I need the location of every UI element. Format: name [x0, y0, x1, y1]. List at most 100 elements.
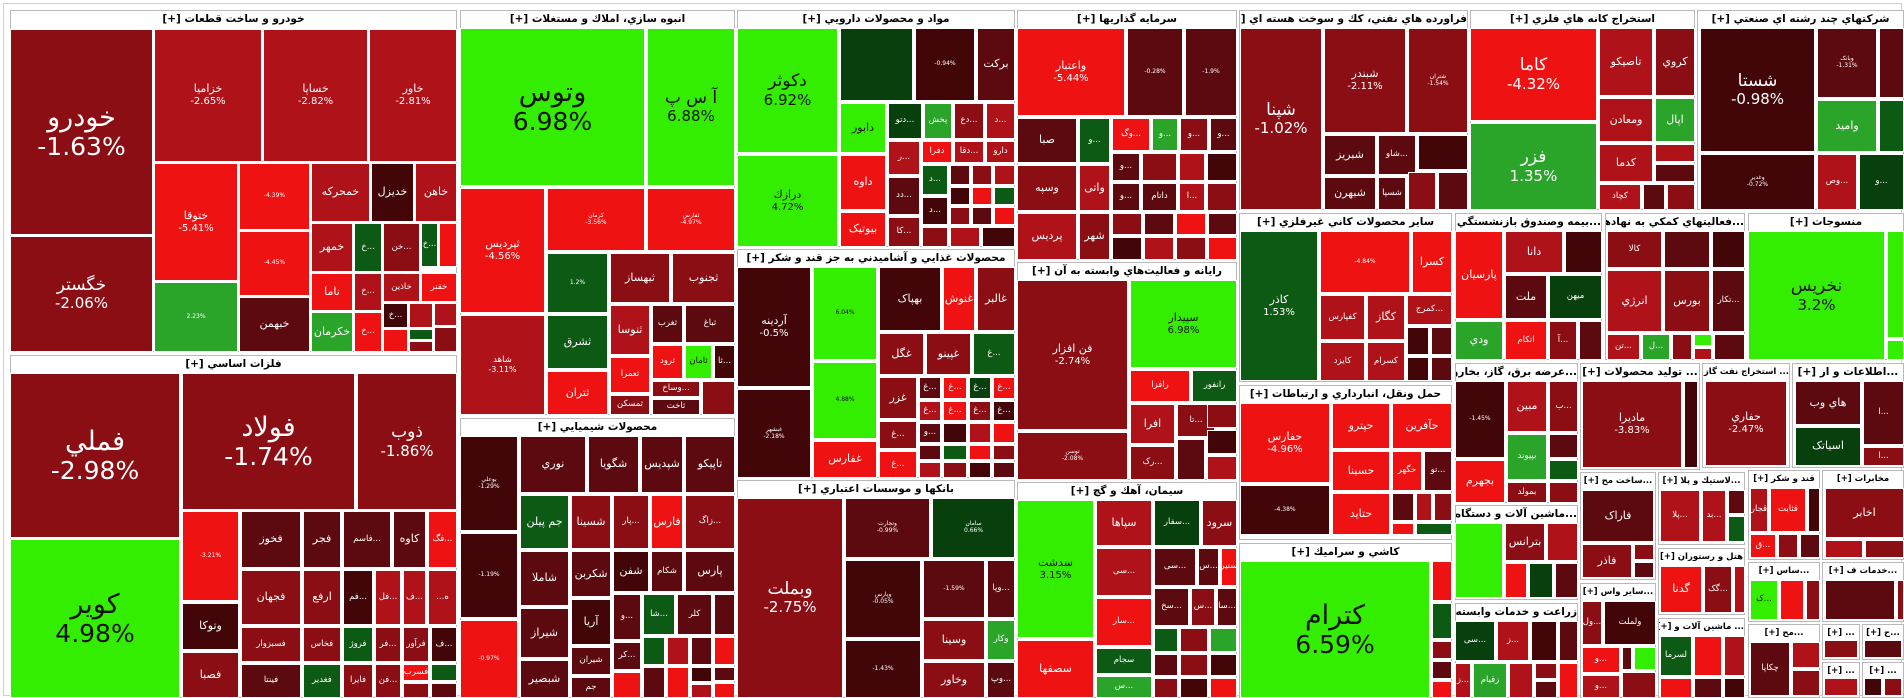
tile-cell[interactable] — [1180, 628, 1208, 652]
tile-کاذر[interactable]: کاذر 1.53% — [1240, 231, 1318, 381]
tile-cell[interactable] — [919, 462, 941, 478]
sector-header-hotel[interactable]: هتل و رستوران [+] — [1659, 549, 1744, 566]
tile-cell[interactable] — [969, 423, 991, 443]
tile-...خ[interactable]: ...خ — [383, 303, 408, 328]
sector-header-pharma[interactable]: مواد و محصولات دارويي [+] — [738, 11, 1014, 28]
tile-cell[interactable] — [409, 329, 433, 340]
tile-cell[interactable] — [969, 462, 991, 478]
tile-...فن[interactable]: ...فن — [375, 664, 401, 698]
tile-حگهر[interactable]: حگهر — [1392, 451, 1422, 491]
tile-cell[interactable] — [1897, 580, 1904, 620]
tile-فن افزار[interactable]: فن افزار -2.74% — [1017, 280, 1128, 430]
tile-ه...[interactable]: ه... — [428, 570, 457, 625]
tile-...شاو[interactable]: ...شاو — [1378, 135, 1416, 175]
tile-کدما[interactable]: کدما — [1599, 144, 1653, 182]
tile-cell[interactable] — [1694, 348, 1712, 360]
tile-cell[interactable] — [1879, 100, 1904, 152]
tile-خاور[interactable]: خاور -2.81% — [369, 29, 457, 162]
tile-کفپارس[interactable]: کفپارس — [1320, 295, 1365, 340]
tile-ثعمرا[interactable]: ثعمرا — [610, 357, 650, 393]
tile-شبهرن[interactable]: شبهرن — [1324, 177, 1376, 210]
tile-...خن[interactable]: ...خن — [383, 223, 420, 272]
tile-...خ[interactable]: ...خ — [354, 223, 382, 272]
tile-cell[interactable] — [1407, 327, 1429, 355]
tile-...دقا[interactable]: ...دقا — [954, 141, 984, 163]
tile-cell[interactable] — [972, 187, 992, 205]
tile-cell[interactable] — [1431, 327, 1452, 355]
tile-cell[interactable] — [714, 683, 735, 698]
sector-header-telecom[interactable]: مخابرات [+] — [1823, 471, 1903, 488]
tile-cell[interactable] — [383, 329, 408, 352]
tile-cell[interactable] — [994, 187, 1015, 205]
tile-...زاگ[interactable]: ...زاگ — [685, 495, 735, 549]
tile-cell[interactable] — [1179, 153, 1205, 181]
tile-...سی[interactable]: ...سی — [1096, 548, 1152, 596]
tile-کرمان[interactable]: کرمان -3.56% — [547, 188, 645, 251]
tile-...تو[interactable]: ...تو — [1424, 451, 1452, 491]
tile-cell[interactable] — [1884, 678, 1902, 696]
tile-...سا[interactable]: ...سا — [1217, 588, 1237, 626]
tile-درازك[interactable]: درازك 4.72% — [737, 155, 838, 247]
sector-header-invest[interactable]: سرمايه گذاريها [+] — [1018, 11, 1236, 28]
tile-...د[interactable]: ...د — [922, 165, 948, 195]
tile-cell[interactable] — [1207, 456, 1237, 480]
tile-cell[interactable] — [1112, 213, 1142, 235]
tile-cell[interactable] — [1154, 678, 1178, 698]
tile-فخاس[interactable]: فخاس — [303, 627, 341, 662]
tile-آردینه[interactable]: آردینه -0.5% — [737, 267, 811, 387]
sector-header-sakht[interactable]: ...ساخت مح [+] — [1581, 473, 1655, 490]
tile-کسرا[interactable]: کسرا — [1412, 231, 1452, 293]
tile-cell[interactable] — [840, 28, 913, 101]
tile-فاذر[interactable]: فاذر — [1582, 544, 1632, 578]
tile-cell[interactable] — [439, 223, 457, 267]
sector-header-banks[interactable]: بانكها و موسسات اعتباري [+] — [738, 481, 1014, 498]
tile-کاما[interactable]: کاما -4.32% — [1470, 28, 1597, 121]
tile-...و[interactable]: ...و — [1112, 183, 1140, 211]
tile-cell[interactable] — [1728, 516, 1745, 542]
tile-cell[interactable] — [1549, 482, 1578, 503]
sector-header-food[interactable]: محصولات غذايي و آشاميدني به جز قند و شكر… — [738, 250, 1014, 267]
tile-cell[interactable] — [1622, 672, 1656, 698]
tile-cell[interactable] — [1207, 183, 1237, 211]
tile-ذوب[interactable]: ذوب -1.86% — [357, 373, 457, 510]
tile-cell[interactable] — [1112, 237, 1142, 260]
tile-cell[interactable] — [714, 637, 735, 665]
tile-cell[interactable] — [1555, 563, 1578, 598]
tile-فزر[interactable]: فزر 1.35% — [1470, 123, 1597, 210]
tile-چکاپا[interactable]: چکاپا — [1750, 642, 1790, 696]
tile-cell[interactable] — [993, 462, 1015, 478]
tile-cell[interactable] — [691, 637, 712, 665]
tile-حسینا[interactable]: حسینا — [1332, 451, 1390, 491]
tile-کایزد[interactable]: کایزد — [1320, 342, 1365, 381]
tile-cell[interactable] — [943, 423, 967, 443]
tile-cell[interactable] — [950, 207, 970, 225]
tile-cell[interactable]: -1.9% — [1185, 28, 1237, 116]
tile-cell[interactable] — [1806, 580, 1820, 620]
sector-header-cement[interactable]: سيمان، آهك و گچ [+] — [1018, 483, 1236, 500]
tile-بمولد[interactable]: بمولد — [1507, 482, 1547, 503]
sector-header-agriculture[interactable]: زراعت و خدمات وابسته [+] — [1456, 604, 1577, 621]
tile-تاپیکو[interactable]: تاپیکو — [685, 436, 735, 493]
tile-...سی[interactable]: ...سی — [1154, 548, 1196, 586]
sector-header-finaux[interactable]: ...فعاليتهاي كمكي به نهادهاي [+] — [1606, 214, 1744, 231]
tile-cell[interactable] — [714, 667, 735, 681]
tile-غالبر[interactable]: غالبر — [977, 267, 1015, 331]
tile-cell[interactable] — [1529, 563, 1553, 598]
tile-cell[interactable] — [1800, 534, 1820, 558]
tile-...ک[interactable]: ...ک — [1750, 580, 1778, 620]
tile-...غ[interactable]: ...غ — [919, 401, 941, 421]
tile-...تن[interactable]: ...تن — [1607, 334, 1640, 360]
tile-cell[interactable] — [969, 445, 991, 460]
tile-خساپا[interactable]: خساپا -2.82% — [263, 29, 368, 162]
tile-cell[interactable] — [1142, 153, 1177, 181]
tile-cell[interactable] — [1714, 334, 1745, 360]
tile-خودرو[interactable]: خودرو -1.63% — [10, 29, 153, 235]
tile-cell[interactable]: 2.23% — [154, 282, 238, 352]
tile-cell[interactable] — [714, 594, 735, 635]
tile-آ س پ[interactable]: آ س پ 6.88% — [647, 28, 735, 186]
tile-cell[interactable] — [409, 341, 433, 352]
tile-خبهمن[interactable]: خبهمن — [239, 297, 310, 352]
tile-لسرما[interactable]: لسرما — [1660, 636, 1692, 676]
tile-...ثا[interactable]: ...ثا — [714, 345, 735, 379]
tile-cell[interactable] — [1565, 231, 1602, 273]
